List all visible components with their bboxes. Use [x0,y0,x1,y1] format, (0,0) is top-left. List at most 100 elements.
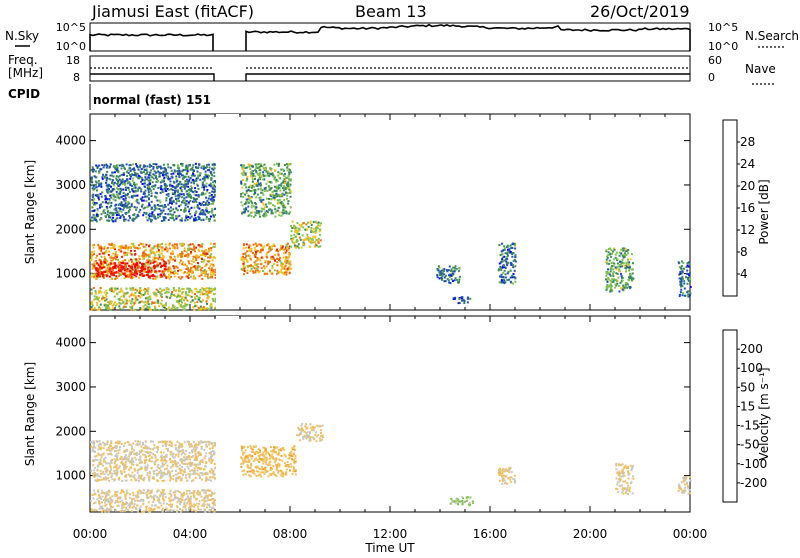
echo-cell [135,459,137,461]
echo-cell [198,307,200,309]
echo-cell [147,268,149,270]
echo-cell [145,244,147,246]
echo-cell [101,213,103,215]
echo-cell [202,293,204,295]
echo-cell [156,275,158,277]
echo-cell [613,265,615,267]
echo-cell [173,181,175,183]
echo-cell [259,260,261,262]
echo-cell [211,174,213,176]
echo-cell [168,274,170,276]
echo-cell [137,270,139,272]
echo-cell [254,264,256,266]
echo-cell [123,180,125,182]
echo-cell [128,189,130,191]
echo-cell [126,450,128,452]
echo-cell [512,266,514,268]
echo-cell [92,195,94,197]
echo-cell [167,164,169,166]
echo-cell [136,443,138,445]
echo-cell [152,262,154,264]
echo-cell [168,195,170,197]
echo-cell [168,291,170,293]
echo-cell [251,206,253,208]
echo-cell [632,273,634,275]
echo-cell [197,175,199,177]
echo-cell [117,455,119,457]
echo-cell [614,287,616,289]
echo-cell [183,288,185,290]
echo-cell [106,467,108,469]
echo-cell [276,261,278,263]
echo-cell [278,207,280,209]
echo-cell [201,203,203,205]
echo-cell [165,213,167,215]
echo-cell [110,460,112,462]
echo-cell [303,222,305,224]
echo-cell [119,184,121,186]
echo-cell [142,253,144,255]
echo-cell [189,458,191,460]
echo-cell [157,464,159,466]
echo-cell [92,244,94,246]
echo-cell [288,179,290,181]
echo-cell [122,268,124,270]
echo-cell [273,178,275,180]
echo-cell [114,165,116,167]
echo-cell [100,218,102,220]
echo-cell [134,457,136,459]
echo-cell [243,244,245,246]
echo-cell [203,168,205,170]
echo-cell [178,295,180,297]
echo-cell [258,271,260,273]
echo-cell [170,173,172,175]
echo-cell [170,207,172,209]
echo-cell [144,454,146,456]
echo-cell [180,173,182,175]
echo-cell [97,299,99,301]
echo-cell [501,250,503,252]
echo-cell [147,261,149,263]
echo-cell [124,268,126,270]
echo-cell [627,259,629,261]
echo-cell [198,188,200,190]
echo-cell [291,227,293,229]
echo-cell [251,202,253,204]
echo-cell [106,179,108,181]
echo-cell [283,211,285,213]
echo-cell [188,201,190,203]
echo-cell [257,194,259,196]
echo-cell [606,259,608,261]
echo-cell [125,247,127,249]
echo-cell [106,304,108,306]
echo-cell [189,476,191,478]
echo-cell [188,194,190,196]
echo-cell [183,197,185,199]
echo-cell [134,169,136,171]
echo-cell [156,447,158,449]
echo-cell [214,243,216,245]
echo-cell [690,286,692,288]
echo-cell [132,460,134,462]
echo-cell [678,261,680,263]
echo-cell [148,186,150,188]
echo-cell [438,272,440,274]
colorbar-tick-label: 4 [740,267,748,281]
echo-cell [610,256,612,258]
echo-cell [251,171,253,173]
echo-cell [100,261,102,263]
echo-cell [498,244,500,246]
echo-cell [156,245,158,247]
echo-cell [181,256,183,258]
echo-cell [128,196,130,198]
echo-cell [293,225,295,227]
echo-cell [318,222,320,224]
echo-cell [139,450,141,452]
echo-cell [101,256,103,258]
echo-cell [122,183,124,185]
echo-cell [113,470,115,472]
echo-cell [241,167,243,169]
echo-cell [265,204,267,206]
echo-cell [173,219,175,221]
echo-cell [100,168,102,170]
